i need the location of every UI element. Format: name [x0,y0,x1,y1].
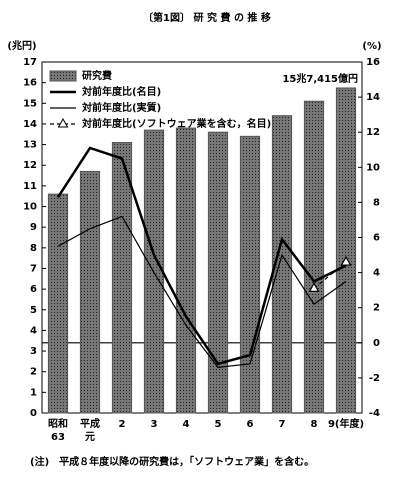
legend-swatch [49,70,77,82]
x-tick-label: 2 [119,419,126,430]
bar [47,193,69,414]
chart-title: 〔第1図〕 研 究 費 の 推 移 [143,11,271,24]
y-tick-label: 13 [23,140,37,151]
x-tick-label: 元 [85,431,95,443]
x-tick-label: 3 [151,419,158,430]
marker [308,282,320,292]
y2-tick-label: 6 [373,233,380,244]
bar [207,131,229,414]
x-tick-label: 7 [279,419,286,430]
x-tick-label: 9(年度) [328,417,364,430]
x-tick-label: 63 [51,432,65,443]
y-tick-label: 16 [23,78,37,89]
y2-tick-label: 16 [366,57,380,68]
y-tick-label: 7 [30,263,37,274]
y-tick-label: 8 [30,243,37,254]
y2-tick-label: 0 [373,338,380,349]
y2-tick-label: 4 [373,268,380,279]
x-tick-label: 4 [183,419,190,430]
legend-label: 対前年度比(名目) [81,85,161,98]
note: (注) 平成８年度以降の研究費は，「ソフトウェア業」を含む。 [30,455,314,468]
y2-tick-label: -4 [369,408,380,419]
y-tick-label: 2 [30,367,37,378]
y2-tick-label: -2 [369,373,380,384]
marker [340,255,352,266]
y-tick-label: 12 [23,160,37,171]
y-tick-label: 17 [23,57,37,68]
y-tick-label: 15 [23,98,37,109]
bar [239,135,261,414]
bar [111,142,133,414]
y2-tick-label: 12 [366,127,380,138]
line [57,215,347,369]
legend-label: 対前年度比(実質) [81,101,161,114]
x-tick-label: 8 [311,419,318,430]
y-tick-label: 0 [30,408,37,419]
data-label: 15兆7,415億円 [282,72,358,85]
y-tick-label: 11 [23,181,37,192]
y2-tick-label: 14 [366,92,380,103]
bar [175,127,197,414]
legend-label: 研究費 [82,69,112,82]
y-tick-label: 6 [30,284,37,295]
bar [271,115,293,414]
y2-axis-label: (%) [362,41,381,52]
y-tick-label: 10 [23,202,37,213]
x-tick-label: 昭和 [48,417,68,430]
bar [335,87,357,414]
line [56,146,347,366]
y-tick-label: 1 [30,387,37,398]
x-tick-label: 平成 [80,417,100,430]
y-tick-label: 4 [30,325,37,336]
y-tick-label: 14 [23,119,37,130]
bar [303,100,325,414]
bar [79,170,101,414]
y-tick-label: 3 [30,346,37,357]
y-tick-label: 9 [30,222,37,233]
y-axis-label: (兆円) [7,39,36,52]
y2-tick-label: 8 [373,197,380,208]
x-tick-label: 6 [247,419,254,430]
legend-marker [57,117,69,128]
y-tick-label: 5 [30,305,37,316]
legend-label: 対前年度比(ソフトウェア業を含む，名目) [81,117,271,130]
y2-tick-label: 2 [373,303,380,314]
x-tick-label: 5 [215,419,222,430]
y2-tick-label: 10 [366,162,380,173]
